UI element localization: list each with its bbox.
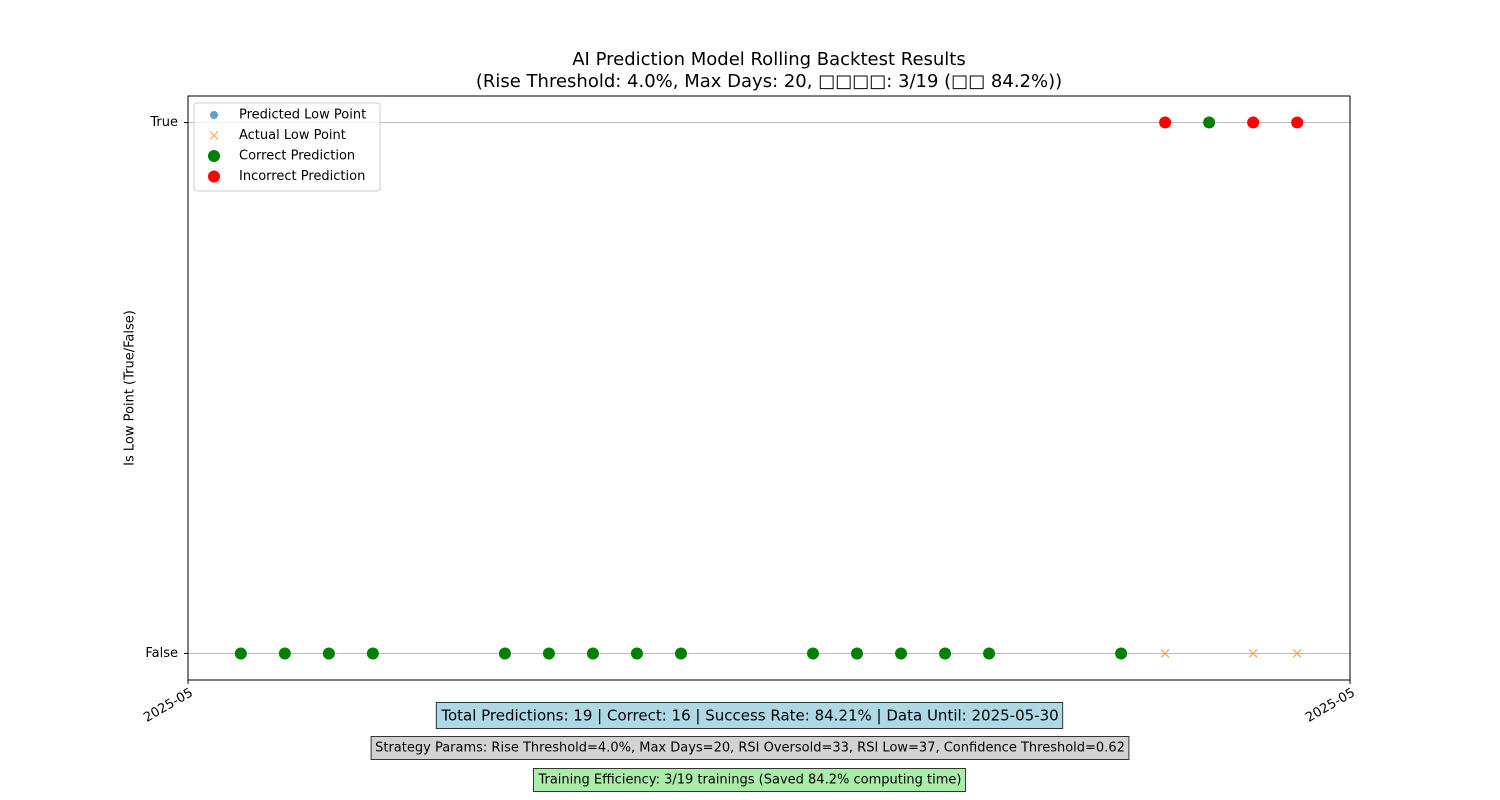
point: [1247, 116, 1260, 129]
point: [234, 647, 247, 660]
point: [851, 647, 864, 660]
point: [586, 647, 599, 660]
x-tick-label: 2025-05: [141, 686, 196, 726]
point: [630, 647, 643, 660]
point: [807, 647, 820, 660]
point: [1160, 649, 1170, 658]
y-tick-label: False: [145, 646, 178, 661]
legend-label: Correct Prediction: [239, 149, 355, 164]
point: [983, 647, 996, 660]
point: [1159, 116, 1172, 129]
info-box: [435, 702, 1064, 729]
legend-box: [193, 102, 381, 192]
legend-label: Predicted Low Point: [239, 108, 366, 123]
info-box: [532, 768, 967, 792]
point: [1203, 116, 1216, 129]
x-tick-label: 2025-05: [1303, 686, 1358, 726]
info-text: Training Efficiency: 3/19 trainings (Sav…: [537, 773, 961, 788]
chart-title: AI Prediction Model Rolling Backtest Res…: [572, 49, 966, 70]
point: [1115, 647, 1128, 660]
legend-marker: [210, 111, 218, 119]
point: [542, 647, 555, 660]
point: [498, 647, 511, 660]
legend-marker: [208, 150, 220, 162]
chart-subtitle: (Rise Threshold: 4.0%, Max Days: 20, □□□…: [476, 71, 1062, 92]
point: [366, 647, 379, 660]
point: [674, 647, 687, 660]
legend-label: Actual Low Point: [239, 128, 346, 143]
point: [322, 647, 335, 660]
legend-label: Incorrect Prediction: [239, 169, 365, 184]
point: [895, 647, 908, 660]
info-text: Total Predictions: 19 | Correct: 16 | Su…: [440, 707, 1058, 725]
plot-frame: [187, 95, 1351, 681]
info-box: [370, 736, 1130, 760]
y-axis-label: Is Low Point (True/False): [123, 310, 138, 466]
point: [1248, 649, 1258, 658]
point: [278, 647, 291, 660]
point: [939, 647, 952, 660]
legend-marker: [209, 131, 219, 140]
point: [1292, 649, 1302, 658]
point: [1291, 116, 1304, 129]
legend-marker: [208, 170, 220, 183]
info-text: Strategy Params: Rise Threshold=4.0%, Ma…: [375, 741, 1125, 756]
y-tick-label: True: [149, 115, 178, 130]
